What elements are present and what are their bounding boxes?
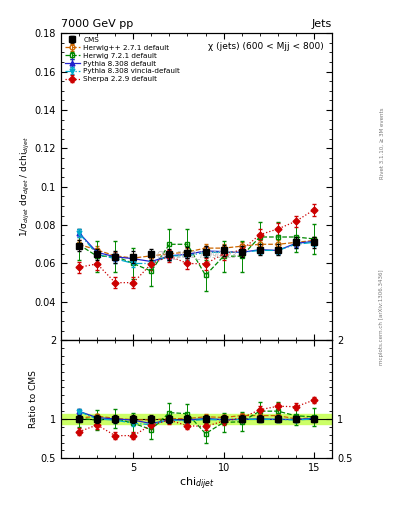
Text: 7000 GeV pp: 7000 GeV pp bbox=[61, 18, 133, 29]
Y-axis label: 1/σ$_{dijet}$ dσ$_{dijet}$ / dchi$_{dijet}$: 1/σ$_{dijet}$ dσ$_{dijet}$ / dchi$_{dije… bbox=[19, 136, 32, 237]
Text: mcplots.cern.ch [arXiv:1306.3436]: mcplots.cern.ch [arXiv:1306.3436] bbox=[380, 270, 384, 365]
X-axis label: chi$_{dijet}$: chi$_{dijet}$ bbox=[179, 476, 214, 492]
Text: Jets: Jets bbox=[312, 18, 332, 29]
Y-axis label: Ratio to CMS: Ratio to CMS bbox=[29, 370, 38, 428]
Text: Rivet 3.1.10, ≥ 3M events: Rivet 3.1.10, ≥ 3M events bbox=[380, 108, 384, 179]
Legend: CMS, Herwig++ 2.7.1 default, Herwig 7.2.1 default, Pythia 8.308 default, Pythia : CMS, Herwig++ 2.7.1 default, Herwig 7.2.… bbox=[63, 35, 182, 83]
Bar bbox=[61, 414, 332, 423]
Text: CMS_2012_I1090423: CMS_2012_I1090423 bbox=[156, 250, 237, 259]
Text: χ (jets) (600 < Mjj < 800): χ (jets) (600 < Mjj < 800) bbox=[208, 42, 324, 52]
